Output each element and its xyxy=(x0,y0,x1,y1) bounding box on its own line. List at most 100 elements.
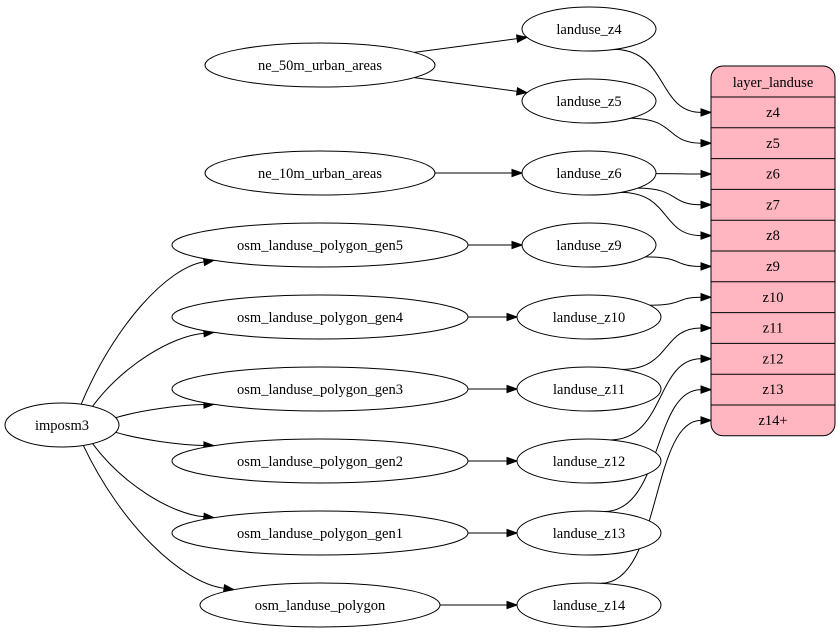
edge-line xyxy=(610,358,702,441)
edge-line xyxy=(414,38,518,53)
edge-lz9-to-field-z9 xyxy=(645,256,713,271)
arrowhead-icon xyxy=(700,416,713,425)
record-field-z7: z7 xyxy=(766,197,780,213)
edge-ne50-to-lz5 xyxy=(414,77,529,96)
record-field-z6: z6 xyxy=(766,167,780,183)
node-label: landuse_z6 xyxy=(556,166,621,182)
node-ellipse xyxy=(516,294,662,340)
arrowhead-icon xyxy=(506,456,519,466)
node-lz10: landuse_z10 xyxy=(516,294,662,340)
edge-lz6-to-field-z6 xyxy=(655,169,713,179)
node-lz4: landuse_z4 xyxy=(521,6,657,52)
edge-gen1-to-lz13 xyxy=(468,528,519,538)
node-lz13: landuse_z13 xyxy=(516,510,662,556)
record-field-z8: z8 xyxy=(766,228,780,244)
node-gen2: osm_landuse_polygon_gen2 xyxy=(171,438,469,484)
node-lz6: landuse_z6 xyxy=(521,150,657,196)
edge-lz11-to-field-z11 xyxy=(621,323,713,370)
node-ellipse xyxy=(199,582,441,628)
arrowhead-icon xyxy=(700,200,713,210)
node-label: landuse_z9 xyxy=(556,238,621,254)
node-ellipse xyxy=(516,438,662,484)
node-ellipse xyxy=(171,366,469,412)
edge-line xyxy=(604,389,702,513)
node-label: landuse_z13 xyxy=(553,526,625,542)
record-field-z11: z11 xyxy=(763,321,783,337)
record-field-z5: z5 xyxy=(766,136,780,152)
node-label: osm_landuse_polygon xyxy=(255,598,386,614)
record-field-z4: z4 xyxy=(766,105,780,121)
edge-lz13-to-field-z13 xyxy=(604,385,713,513)
record-field-z10: z10 xyxy=(763,290,784,306)
node-ellipse xyxy=(171,510,469,556)
arrowhead-icon xyxy=(700,292,713,302)
edge-ne10-to-lz6 xyxy=(435,168,524,178)
edge-line xyxy=(630,117,702,144)
arrowhead-icon xyxy=(506,600,519,610)
edge-gen5-to-lz9 xyxy=(468,240,524,250)
edge-line xyxy=(637,187,702,206)
node-ellipse xyxy=(516,510,662,556)
node-lz11: landuse_z11 xyxy=(516,366,662,412)
edge-gen3-to-lz11 xyxy=(468,384,519,394)
record-field-z13: z13 xyxy=(763,382,784,398)
node-ellipse xyxy=(521,222,657,268)
edge-line xyxy=(82,445,225,589)
layer-landuse-record: layer_landuse z4 z5 z6 z7 z8 z9 z10 z11 z12 z13 z14… xyxy=(710,65,836,437)
node-ellipse xyxy=(516,366,662,412)
nodes: ne_50m_urban_areas ne_10m_urban_areas osm_… xyxy=(4,6,662,628)
node-label: ne_10m_urban_areas xyxy=(258,166,382,182)
node-imposm3: imposm3 xyxy=(4,402,120,448)
node-ellipse xyxy=(521,78,657,124)
arrowhead-icon xyxy=(700,231,713,240)
edge-line xyxy=(620,191,702,237)
edge-lz4-to-field-z4 xyxy=(613,48,713,117)
arrowhead-icon xyxy=(700,108,713,117)
node-ellipse xyxy=(521,150,657,196)
node-label: imposm3 xyxy=(35,418,89,434)
node-ne10: ne_10m_urban_areas xyxy=(204,150,436,196)
arrowhead-icon xyxy=(700,323,713,333)
arrowhead-icon xyxy=(700,138,713,148)
node-label: osm_landuse_polygon_gen4 xyxy=(237,310,404,326)
edge-imposm3-to-gen2 xyxy=(115,431,216,450)
node-ellipse xyxy=(204,150,436,196)
edge-lz6-to-field-z8 xyxy=(620,191,713,240)
arrowhead-icon xyxy=(700,262,713,271)
arrowhead-icon xyxy=(511,240,524,250)
node-lz12: landuse_z12 xyxy=(516,438,662,484)
edge-line xyxy=(621,327,702,370)
node-ne50: ne_50m_urban_areas xyxy=(204,42,436,88)
edge-lz6-to-field-z7 xyxy=(637,187,713,210)
edge-line xyxy=(649,296,702,306)
edge-line xyxy=(645,256,702,267)
node-ellipse xyxy=(516,582,662,628)
record-field-z14plus: z14+ xyxy=(758,413,787,429)
node-gen1: osm_landuse_polygon_gen1 xyxy=(171,510,469,556)
node-ellipse xyxy=(521,6,657,52)
edge-line xyxy=(92,332,204,407)
arrowhead-icon xyxy=(700,169,713,179)
edge-lz12-to-field-z12 xyxy=(610,354,713,441)
node-label: landuse_z4 xyxy=(556,22,622,38)
edge-line xyxy=(115,404,204,419)
edge-poly-to-lz14 xyxy=(440,600,519,610)
node-label: ne_50m_urban_areas xyxy=(258,58,382,74)
edge-gen4-to-lz10 xyxy=(468,312,519,322)
node-label: osm_landuse_polygon_gen1 xyxy=(237,526,403,542)
node-label: osm_landuse_polygon_gen3 xyxy=(237,382,403,398)
arrowhead-icon xyxy=(506,384,519,394)
node-label: landuse_z10 xyxy=(553,310,625,326)
edge-ne50-to-lz4 xyxy=(414,34,529,53)
edge-line xyxy=(92,443,204,518)
node-lz14: landuse_z14 xyxy=(516,582,662,628)
node-lz9: landuse_z9 xyxy=(521,222,657,268)
node-label: landuse_z11 xyxy=(553,382,625,398)
edge-line xyxy=(414,77,518,92)
node-ellipse xyxy=(171,222,469,268)
edge-line xyxy=(115,431,204,446)
node-poly: osm_landuse_polygon xyxy=(199,582,441,628)
node-ellipse xyxy=(171,438,469,484)
